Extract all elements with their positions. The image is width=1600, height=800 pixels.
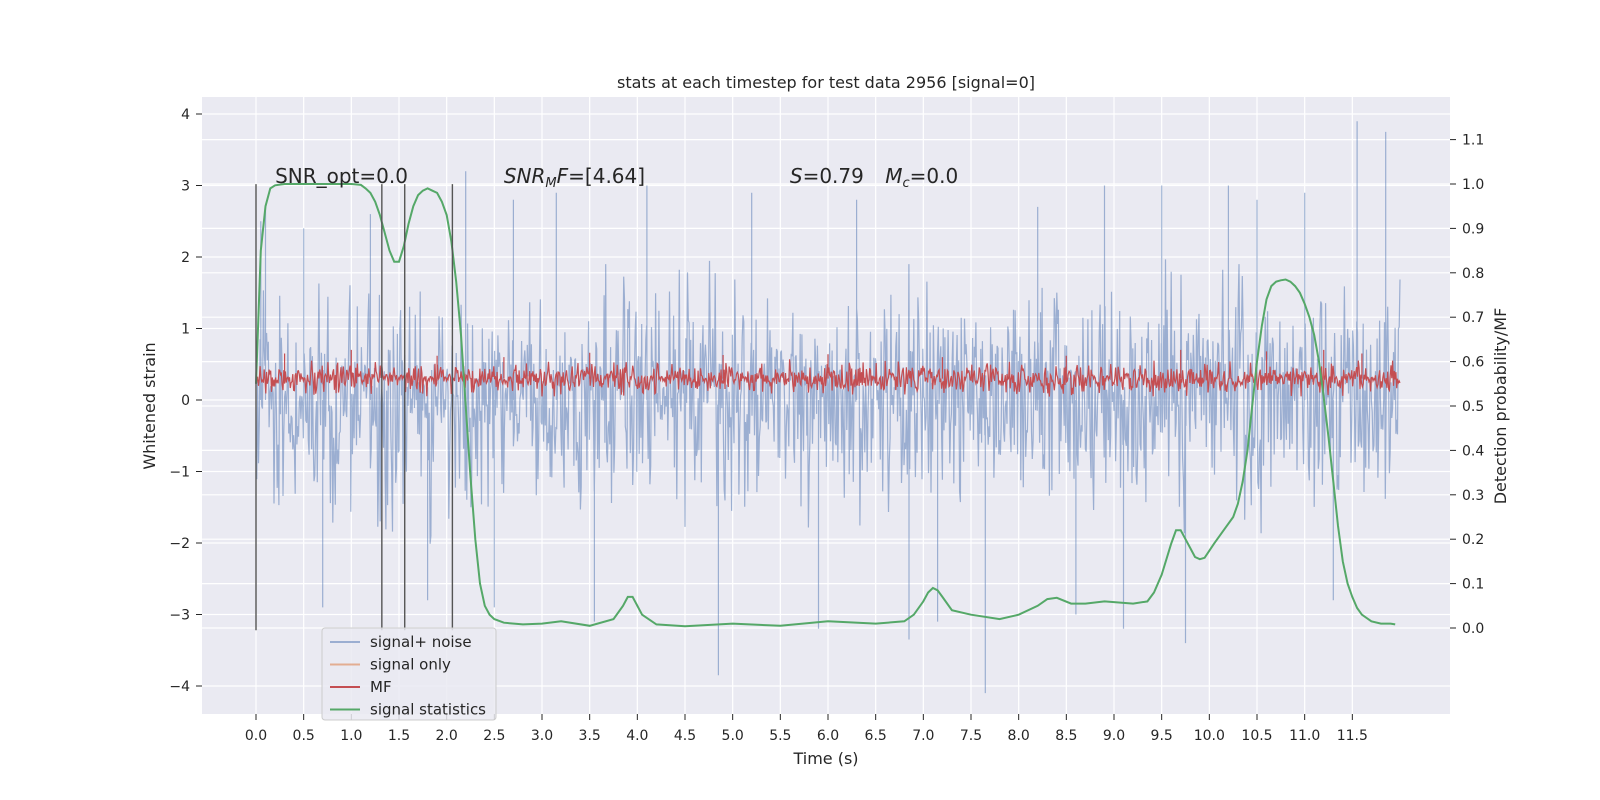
- series-signal-statistics: [255, 183, 1396, 628]
- y-right-tick-label: 0.2: [1462, 532, 1484, 548]
- y-right-axis-ticks: 0.0 0.1 0.2 0.3 0.4 0.5 0.6 0.7 0.8 0.9 1.0 1.1: [1450, 133, 1484, 637]
- x-tick-label: 10.0: [1194, 728, 1225, 744]
- series-mf: [255, 349, 1401, 397]
- x-tick-label: 1.5: [388, 728, 410, 744]
- annotation-text: SNR_opt=0.0: [275, 164, 408, 188]
- x-tick-label: 2.0: [436, 728, 458, 744]
- y-left-tick-label: 0: [181, 393, 190, 409]
- y-left-tick-label: 3: [181, 179, 190, 195]
- y-right-tick-label: 0.3: [1462, 488, 1484, 504]
- y-left-tick-label: −1: [169, 465, 190, 481]
- series-layer: [255, 121, 1401, 694]
- annotation-text: S=0.79: [790, 164, 864, 188]
- y-right-tick-label: 0.7: [1462, 310, 1484, 326]
- y-left-axis-ticks: −4 −3 −2 −1 0 1 2 3 4: [169, 107, 202, 695]
- x-tick-label: 2.5: [483, 728, 505, 744]
- x-tick-label: 3.0: [531, 728, 553, 744]
- legend-label: MF: [370, 678, 392, 696]
- y-right-tick-label: 0.9: [1462, 221, 1484, 237]
- legend-label: signal+ noise: [370, 633, 472, 651]
- y-left-tick-label: −3: [169, 608, 190, 624]
- x-tick-label: 7.5: [960, 728, 982, 744]
- y-right-axis-label: Detection probability/MF: [1491, 308, 1510, 505]
- x-tick-label: 5.0: [722, 728, 744, 744]
- x-tick-label: 5.5: [769, 728, 791, 744]
- x-tick-label: 4.5: [674, 728, 696, 744]
- x-tick-label: 3.5: [579, 728, 601, 744]
- y-right-tick-label: 0.0: [1462, 621, 1484, 637]
- y-left-tick-label: −4: [169, 679, 190, 695]
- x-tick-label: 6.5: [865, 728, 887, 744]
- x-axis-ticks: 0.0 0.5 1.0 1.5 2.0 2.5 3.0 3.5 4.0 4.5 5.0 5.5 6.0 6…: [245, 714, 1368, 744]
- chart-title: stats at each timestep for test data 295…: [617, 73, 1035, 92]
- legend-label: signal only: [370, 656, 451, 674]
- annotations: SNR_opt=0.0 SNRMF=[4.64] S=0.79 Mc=0.0: [275, 164, 958, 191]
- x-tick-label: 10.5: [1241, 728, 1272, 744]
- vertical-markers: [255, 184, 454, 631]
- annotation-text: Mc=0.0: [885, 164, 958, 191]
- y-left-tick-label: 1: [181, 322, 190, 338]
- x-tick-label: 0.5: [293, 728, 315, 744]
- y-right-tick-label: 1.1: [1462, 133, 1484, 149]
- y-left-tick-label: −2: [169, 536, 190, 552]
- x-tick-label: 1.0: [340, 728, 362, 744]
- x-tick-label: 6.0: [817, 728, 839, 744]
- x-tick-label: 4.0: [626, 728, 648, 744]
- y-right-tick-label: 0.8: [1462, 266, 1484, 282]
- y-left-tick-label: 2: [181, 250, 190, 266]
- x-tick-label: 11.5: [1337, 728, 1368, 744]
- y-left-axis-label: Whitened strain: [140, 342, 159, 469]
- x-tick-label: 9.5: [1151, 728, 1173, 744]
- x-tick-label: 8.0: [1008, 728, 1030, 744]
- series-signal-noise: [255, 121, 1401, 694]
- y-right-tick-label: 0.6: [1462, 355, 1484, 371]
- y-right-tick-label: 0.4: [1462, 443, 1484, 459]
- x-tick-label: 9.0: [1103, 728, 1125, 744]
- y-right-tick-label: 0.1: [1462, 577, 1484, 593]
- x-axis-label: Time (s): [792, 749, 858, 768]
- x-tick-label: 8.5: [1055, 728, 1077, 744]
- legend: signal+ noise signal only MF signal statist…: [321, 627, 497, 721]
- x-tick-label: 7.0: [912, 728, 934, 744]
- y-right-tick-label: 1.0: [1462, 177, 1484, 193]
- legend-label: signal statistics: [370, 701, 486, 719]
- legend-box: [321, 627, 497, 721]
- y-right-tick-label: 0.5: [1462, 399, 1484, 415]
- y-left-tick-label: 4: [181, 107, 190, 123]
- x-tick-label: 11.0: [1289, 728, 1320, 744]
- annotation-text: SNRMF=[4.64]: [504, 164, 645, 191]
- x-tick-label: 0.0: [245, 728, 267, 744]
